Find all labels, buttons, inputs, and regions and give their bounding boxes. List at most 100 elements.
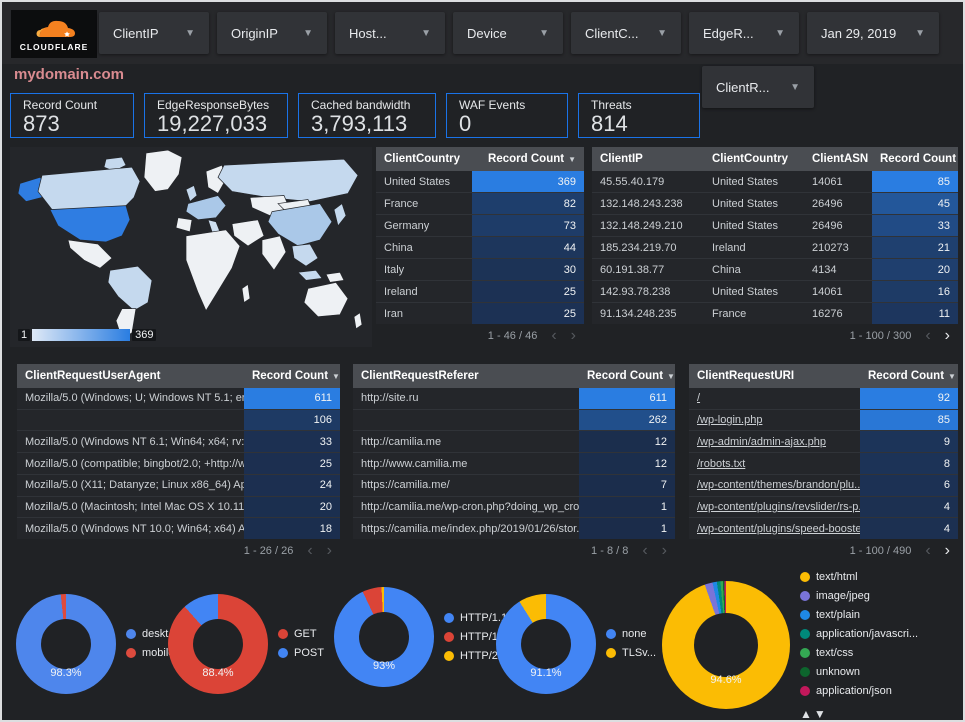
- legend-item: TLSv...: [606, 647, 656, 660]
- legend-label: application/javascri...: [816, 628, 919, 640]
- pager-prev-button[interactable]: ‹: [307, 541, 313, 559]
- filter-chip-host[interactable]: Host... ▼: [335, 12, 445, 54]
- table-cell: http://www.camilia.me: [361, 457, 468, 470]
- column-header-record-count[interactable]: Record Count▼: [587, 370, 675, 382]
- legend-sort-arrows[interactable]: ▲▼: [800, 707, 828, 721]
- table-cell: United States: [384, 175, 451, 188]
- legend-label: HTTP/1.1: [460, 611, 508, 624]
- column-header-record-count[interactable]: Record Count▼: [252, 370, 340, 382]
- donut-chart[interactable]: 91.1%: [496, 594, 596, 694]
- uri-link[interactable]: /wp-content/themes/brandon/plu...: [697, 479, 860, 492]
- record-count-cell: 1: [579, 496, 675, 518]
- date-range-chip[interactable]: Jan 29, 2019 ▼: [807, 12, 939, 54]
- donut-chart[interactable]: 98.3%: [16, 594, 116, 694]
- record-count-cell: 8: [860, 453, 958, 474]
- donut-percent-label: 98.3%: [50, 667, 82, 679]
- uri-link[interactable]: /wp-admin/admin-ajax.php: [697, 435, 827, 448]
- chevron-down-icon: ▼: [303, 27, 313, 39]
- donut-hole: [193, 619, 243, 669]
- table-cell: http://camilia.me/wp-cron.php?doing_wp_c…: [361, 500, 579, 513]
- pager-next-button[interactable]: ›: [570, 326, 576, 344]
- table-row: France 82: [376, 192, 584, 214]
- filter-chip-edger[interactable]: EdgeR... ▼: [689, 12, 799, 54]
- legend-dot-icon: [800, 667, 810, 677]
- pager-prev-button[interactable]: ‹: [925, 541, 931, 559]
- scorecard-label: WAF Events: [459, 98, 526, 112]
- pager-prev-button[interactable]: ‹: [551, 326, 557, 344]
- pager-prev-button[interactable]: ‹: [642, 541, 648, 559]
- pager-next-button[interactable]: ›: [944, 541, 950, 559]
- legend-dot-icon: [444, 650, 454, 661]
- column-header-record-count[interactable]: Record Count▼: [488, 153, 576, 165]
- filter-chip-clientc[interactable]: ClientC... ▼: [571, 12, 681, 54]
- table-cell: Mozilla/5.0 (compatible; bingbot/2.0; +h…: [25, 457, 244, 470]
- table-row: 45.55.40.179 United States 14061 85: [592, 171, 958, 192]
- record-count-cell: 33: [872, 215, 958, 236]
- legend-dot-icon: [800, 629, 810, 639]
- record-count-cell: 30: [472, 259, 584, 280]
- top-filter-bar: CLOUDFLARE ClientIP ▼ OriginIP ▼ Host... ▼ Dev…: [2, 2, 963, 108]
- table-cell: United States: [712, 285, 779, 298]
- table-body: http://site.ru 611 262 http://camilia.me 12 h…: [353, 388, 675, 540]
- uri-link[interactable]: /wp-login.php: [697, 414, 763, 427]
- column-header-record-count[interactable]: Record Count▼: [868, 370, 956, 382]
- scorecard-edgeresponsebytes: EdgeResponseBytes 19,227,033: [144, 93, 288, 138]
- uri-link[interactable]: /: [697, 392, 701, 405]
- uri-link[interactable]: /wp-content/plugins/speed-booste...: [697, 522, 860, 535]
- scorecard-label: EdgeResponseBytes: [157, 98, 270, 112]
- table-row: /wp-content/plugins/revslider/rs-p... 4: [689, 495, 958, 518]
- legend-dot-icon: [800, 610, 810, 620]
- chevron-down-icon: ▼: [421, 27, 431, 39]
- donut-percent-label: 93%: [372, 660, 396, 672]
- table-header-row: ClientRequestReferer Record Count ▼: [353, 364, 675, 388]
- legend-item: unknown: [800, 666, 918, 679]
- pager-next-button[interactable]: ›: [944, 326, 950, 344]
- pager-prev-button[interactable]: ‹: [925, 326, 931, 344]
- table-cell: China: [384, 241, 413, 254]
- world-map[interactable]: 1 369: [10, 147, 372, 347]
- gradient-bar: [32, 329, 131, 341]
- filter-label: OriginIP: [231, 25, 278, 41]
- pager-next-button[interactable]: ›: [661, 541, 667, 559]
- filter-chip-clientr[interactable]: ClientR... ▼: [702, 66, 814, 108]
- uri-link[interactable]: /wp-content/plugins/revslider/rs-p...: [697, 500, 860, 513]
- legend-max-value: 369: [132, 329, 157, 341]
- legend-dot-icon: [126, 648, 136, 658]
- map-gradient-legend: 1 369: [18, 329, 157, 341]
- table-row: http://site.ru 611: [353, 388, 675, 409]
- donut-chart[interactable]: 94.6%: [662, 580, 790, 709]
- donut-legend: text/html image/jpeg text/plain application…: [800, 568, 919, 721]
- filter-label: Device: [467, 25, 507, 41]
- pagination-label: 1 - 26 / 26: [243, 544, 294, 557]
- legend-item: HTTP/1.1: [444, 612, 508, 625]
- table-cell: [353, 410, 579, 431]
- filter-chip-clientip[interactable]: ClientIP ▼: [99, 12, 209, 54]
- table-cell: 132.148.249.210: [600, 219, 683, 232]
- table-cell: http://site.ru: [361, 392, 419, 405]
- uri-link[interactable]: /robots.txt: [697, 457, 746, 470]
- donut-chart[interactable]: 93%: [334, 587, 434, 687]
- scorecard-label: Cached bandwidth: [311, 98, 411, 112]
- table-row: 142.93.78.238 United States 14061 16: [592, 280, 958, 302]
- table-clientip: ClientIP ClientCountry ClientASN Record Cou…: [592, 147, 958, 347]
- record-count-cell: 106: [244, 409, 340, 431]
- table-header-row: ClientIP ClientCountry ClientASN Record Cou…: [592, 147, 958, 171]
- table-cell: Mozilla/5.0 (X11; Datanyze; Linux x86_64…: [25, 479, 244, 492]
- filter-chip-device[interactable]: Device ▼: [453, 12, 563, 54]
- column-header-record-count[interactable]: Record Count▼: [872, 153, 958, 165]
- donut-chart[interactable]: 88.4%: [168, 594, 268, 694]
- legend-min-value: 1: [18, 329, 31, 341]
- filter-label: Host...: [349, 25, 387, 41]
- table-body: United States 369 France 82 Germany 73 China 44…: [376, 171, 584, 324]
- legend-item: GET: [278, 628, 324, 641]
- table-cell: United States: [712, 219, 779, 232]
- record-count-cell: 82: [472, 193, 584, 214]
- table-row: China 44: [376, 236, 584, 258]
- pager-next-button[interactable]: ›: [326, 541, 332, 559]
- table-cell: [17, 410, 244, 431]
- filter-chip-originip[interactable]: OriginIP ▼: [217, 12, 327, 54]
- table-row: Ireland 25: [376, 280, 584, 302]
- table-row: /wp-admin/admin-ajax.php 9: [689, 430, 958, 453]
- legend-item: mobile: [126, 647, 177, 660]
- scorecard-value: 814: [591, 111, 628, 136]
